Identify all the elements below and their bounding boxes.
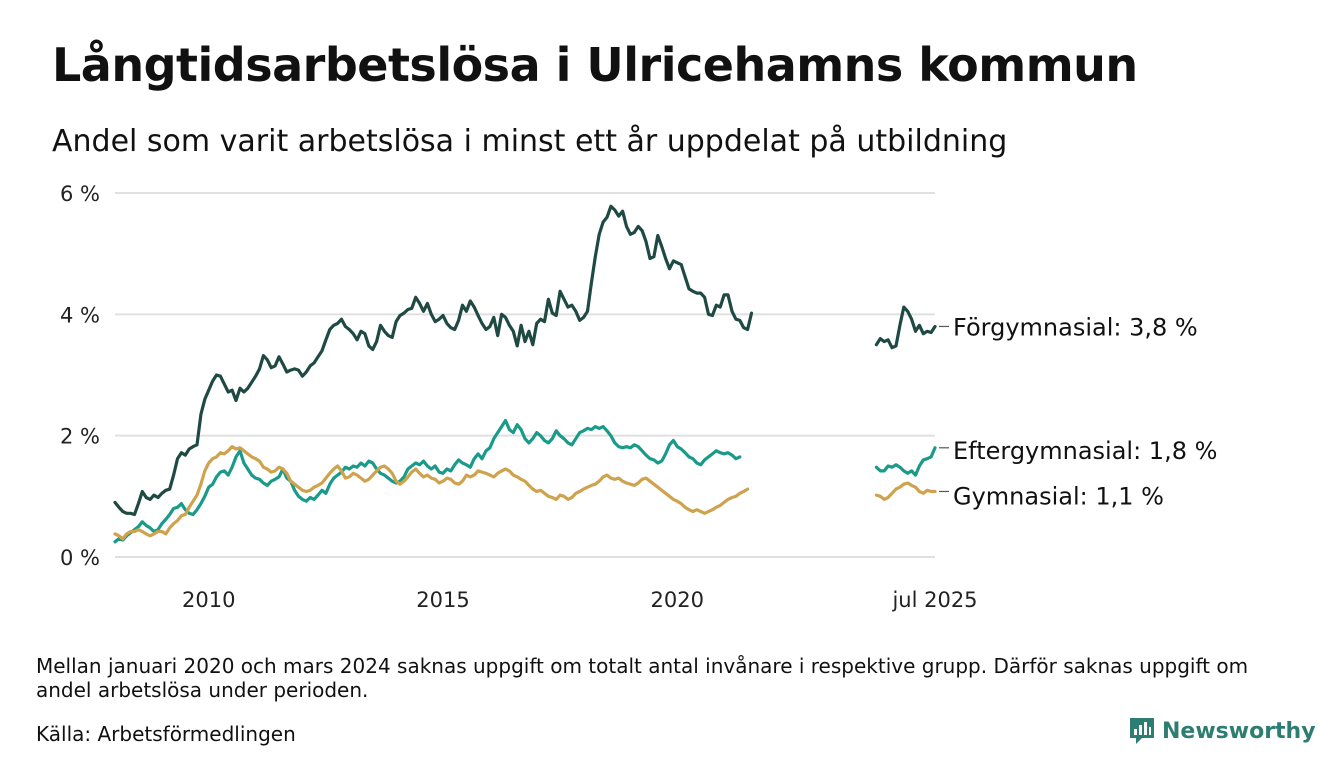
series-lines	[113, 204, 937, 544]
x-tick-label: 2020	[651, 588, 704, 612]
newsworthy-icon	[1130, 718, 1154, 744]
series-line-f-rgymnasial	[113, 204, 754, 517]
y-tick-label: 6 %	[60, 182, 100, 206]
y-tick-label: 2 %	[60, 425, 100, 449]
x-tick-label: jul 2025	[891, 588, 977, 612]
y-tick-label: 0 %	[60, 546, 100, 570]
source-text: Källa: Arbetsförmedlingen	[36, 722, 296, 746]
series-end-label-gymnasial: Gymnasial: 1,1 %	[953, 482, 1164, 510]
series-end-label-eftergymnasial: Eftergymnasial: 1,8 %	[953, 437, 1217, 465]
series-line-f-rgymnasial	[874, 305, 937, 350]
y-tick-label: 4 %	[60, 303, 100, 327]
series-end-label-f-rgymnasial: Förgymnasial: 3,8 %	[953, 313, 1198, 341]
chart-subtitle: Andel som varit arbetslösa i minst ett å…	[52, 124, 1008, 159]
series-line-gymnasial	[113, 445, 750, 541]
footnote: Mellan januari 2020 och mars 2024 saknas…	[36, 654, 1249, 702]
line-chart: 0 % 2 % 4 % 6 % 2010 2015 2020 jul 2025 Förgym…	[60, 182, 1217, 612]
y-axis-ticks: 0 % 2 % 4 % 6 %	[60, 182, 100, 570]
series-line-gymnasial	[874, 481, 937, 501]
series-line-eftergymnasial	[874, 446, 937, 477]
brand-name: Newsworthy	[1162, 718, 1316, 744]
chart-title: Långtidsarbetslösa i Ulricehamns kommun	[52, 38, 1138, 92]
x-tick-label: 2010	[182, 588, 235, 612]
x-tick-label: 2015	[416, 588, 469, 612]
series-line-eftergymnasial	[113, 418, 742, 544]
brand-logo: Newsworthy	[1128, 716, 1316, 746]
gridlines	[115, 192, 935, 558]
x-axis-ticks: 2010 2015 2020 jul 2025	[182, 588, 978, 612]
series-end-labels: Förgymnasial: 3,8 % Eftergymnasial: 1,8 %…	[939, 313, 1217, 510]
